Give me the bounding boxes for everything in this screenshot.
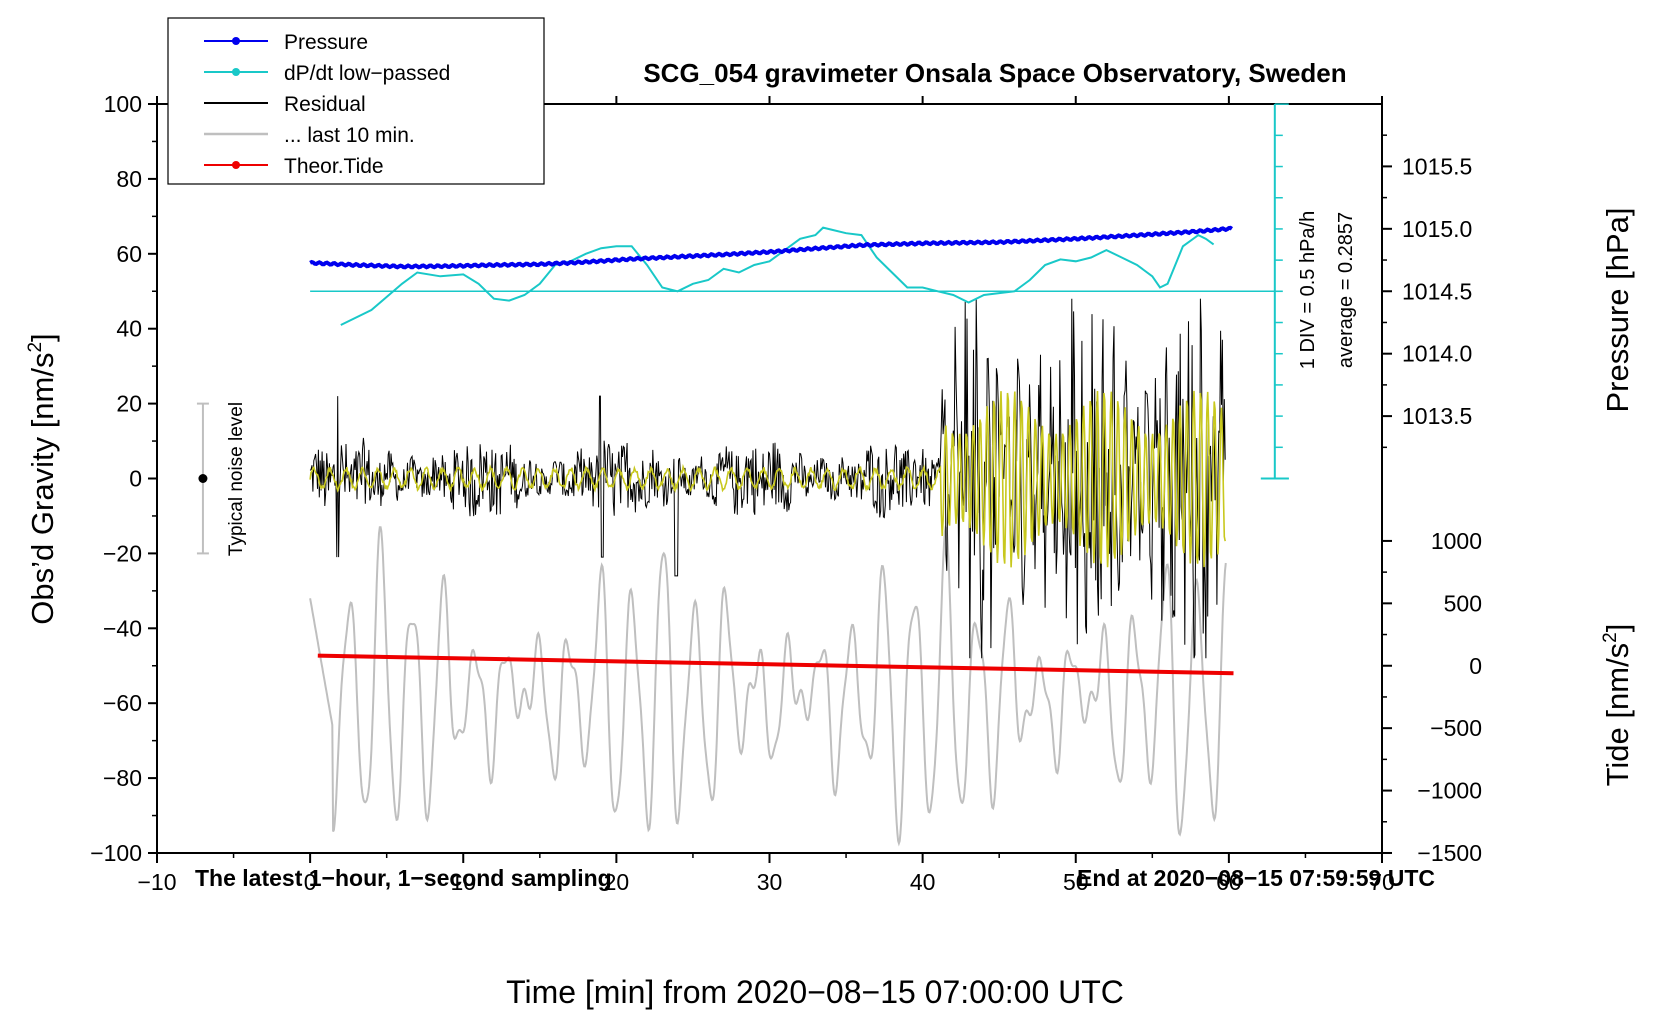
y-tick-label: 60 [116,241,142,267]
x-tick-label: 0 [304,869,317,895]
y-tick-label: 20 [116,391,142,417]
pressure-tick-label: 1013.5 [1402,403,1472,429]
tide-tick-label: −500 [1430,715,1482,741]
y-axis-label-pressure: Pressure [hPa] [1600,207,1635,412]
noise-level-label: Typical noise level [226,402,247,556]
series-layer [309,225,1283,847]
y-axis-pressure: 1015.5 1015.0 1014.5 1014.0 1013.5 [1382,134,1472,449]
legend-label: Pressure [284,31,368,54]
tide-tick-label: 0 [1469,653,1482,679]
legend-marker [232,161,240,169]
y-tick-label: −60 [103,690,142,716]
series-residual [309,298,1226,659]
y-tick-label: 0 [129,466,142,492]
dpdt-scale-label-1: 1 DIV = 0.5 hPa/h [1297,211,1319,369]
y-axis-tide: 1000 500 0 −500 −1000 −1500 [1382,528,1482,866]
series-last-10-min [309,525,1227,847]
annotation-bottom-right: End at 2020−08−15 07:59:59 UTC [1077,865,1435,891]
y-tick-label: −20 [103,540,142,566]
y-tick-label: −100 [90,840,142,866]
x-tick-label: 10 [450,869,476,895]
legend-label: Theor.Tide [284,155,384,178]
x-tick-label: −10 [137,869,176,895]
annotation-bottom-left: The latest 1−hour, 1−second sampling [195,865,612,891]
noise-level-marker [196,402,209,555]
y-axis-label-left: Obs’d Gravity [nm/s2] [25,333,60,624]
legend: Pressure dP/dt low−passed Residual ... last… [167,17,545,185]
pressure-tick-label: 1015.0 [1402,216,1472,242]
dpdt-scale-label-2: average = 0.2857 [1335,212,1357,368]
x-axis-label: Time [min] from 2020−08−15 07:00:00 UTC [506,974,1124,1010]
y-tick-label: −80 [103,765,142,791]
y-axis-label-tide: Tide [nm/s2] [1600,624,1635,787]
series-theor-tide [317,653,1234,676]
y-axis-gravity: 100 80 60 40 20 0 −20 −40 −60 −80 −100 [90,91,157,866]
y-tick-label: 100 [104,91,142,117]
x-tick-label: 40 [910,869,936,895]
legend-entries: Pressure dP/dt low−passed Residual ... last… [204,31,450,178]
legend-box [167,17,545,185]
x-tick-label: 20 [604,869,630,895]
pressure-tick-label: 1014.0 [1402,341,1472,367]
series-pressure [309,225,1234,270]
y-tick-label: 80 [116,166,142,192]
x-tick-label: 60 [1216,869,1242,895]
tide-tick-label: 500 [1444,590,1482,616]
pressure-tick-label: 1015.5 [1402,153,1472,179]
noise-center-dot [198,474,208,483]
tide-tick-label: −1500 [1417,840,1482,866]
legend-label: Residual [284,93,366,116]
dpdt-scale-bar [1260,103,1289,480]
x-axis: −10 0 10 20 30 40 50 60 70 [137,96,1395,895]
series-dpdt [340,226,1215,326]
x-tick-label: 30 [757,869,783,895]
legend-label: ... last 10 min. [284,124,415,147]
y-tick-label: 40 [116,316,142,342]
tide-tick-label: −1000 [1417,778,1482,804]
y-tick-label: −40 [103,615,142,641]
pressure-tick-label: 1014.5 [1402,278,1472,304]
chart-title: SCG_054 gravimeter Onsala Space Observat… [643,58,1346,88]
legend-marker [232,37,240,45]
x-tick-label: 50 [1063,869,1089,895]
legend-label: dP/dt low−passed [284,62,450,85]
legend-marker [232,68,240,76]
x-tick-label: 70 [1369,869,1395,895]
series-residual-smoothed [309,390,1226,568]
tide-tick-label: 1000 [1431,528,1482,554]
